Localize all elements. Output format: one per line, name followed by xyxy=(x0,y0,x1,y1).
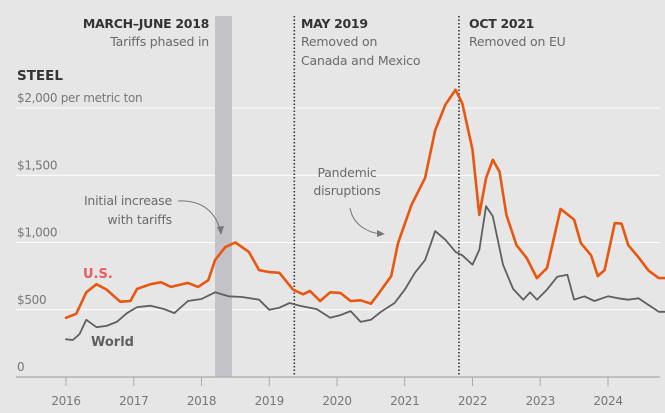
event-lines xyxy=(293,16,460,377)
x-tick-label: 2018 xyxy=(187,394,216,408)
event-may-2019-text-line1: Removed on xyxy=(301,34,377,49)
series-label-us: U.S. xyxy=(83,267,113,282)
y-tick-label: $1,000 xyxy=(17,226,57,240)
series-line-us xyxy=(64,88,665,320)
event-may-2019-title: MAY 2019 xyxy=(301,16,368,31)
x-tick-label: 2020 xyxy=(322,394,351,408)
y-tick-label: $500 xyxy=(17,293,46,307)
callout-initial-increase-arrowhead xyxy=(217,226,224,235)
x-tick-label: 2024 xyxy=(593,394,622,408)
series-line-world xyxy=(65,205,665,341)
y-tick-label: $1,500 xyxy=(17,158,57,172)
x-tick-label: 2016 xyxy=(51,394,80,408)
y-tick-label: 0 xyxy=(17,360,24,374)
series-layer xyxy=(64,88,665,341)
y-tick-label: $2,000 per metric ton xyxy=(17,91,142,105)
event-may-2019-text-line2: Canada and Mexico xyxy=(301,53,420,68)
x-tick-label: 2023 xyxy=(526,394,555,408)
callout-initial-increase-line1: Initial increase xyxy=(84,193,173,208)
band-annotation-text: Tariffs phased in xyxy=(109,34,209,49)
chart-title: STEEL xyxy=(17,68,63,84)
callout-pandemic-line1: Pandemic xyxy=(317,165,376,180)
event-oct-2021-text-line1: Removed on EU xyxy=(469,34,566,49)
x-tick-label: 2017 xyxy=(119,394,148,408)
callout-initial-increase-line2: with tariffs xyxy=(107,212,172,227)
x-tick-label: 2022 xyxy=(458,394,487,408)
y-axis-labels: 0 $500 $1,000 $1,500 $2,000 per metric ton xyxy=(17,91,143,374)
band-annotation-title: MARCH–JUNE 2018 xyxy=(83,16,209,31)
x-tick-label: 2019 xyxy=(255,394,284,408)
callout-initial-increase-arrow xyxy=(177,200,222,233)
callout-pandemic-line2: disruptions xyxy=(313,183,380,198)
callout-pandemic-arrowhead xyxy=(377,230,385,237)
event-oct-2021-title: OCT 2021 xyxy=(469,16,534,31)
series-label-world: World xyxy=(91,335,134,350)
x-tick-label: 2021 xyxy=(390,394,419,408)
x-axis: 2016 2017 2018 2019 2020 2021 2022 2023 2024 xyxy=(16,376,660,408)
tariff-phase-band xyxy=(215,16,232,377)
